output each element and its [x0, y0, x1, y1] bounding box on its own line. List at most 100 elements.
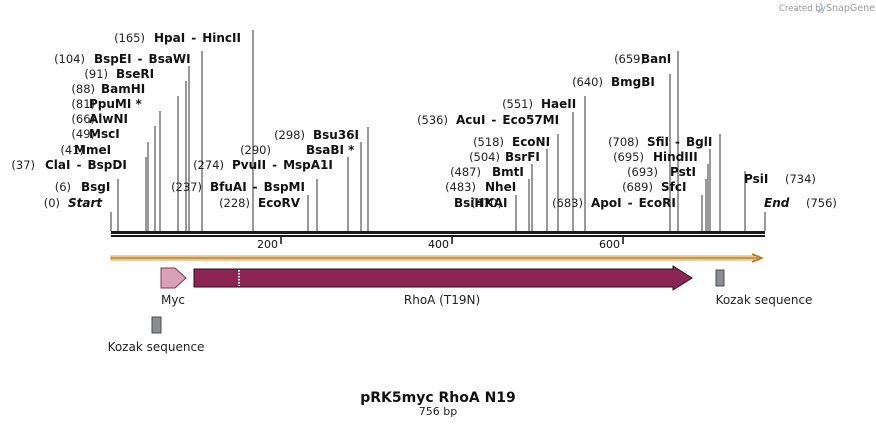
site-pos-clai: (37)	[11, 158, 35, 172]
map-title: pRK5myc RhoA N19	[360, 390, 516, 406]
site-label-haeii[interactable]: HaeII	[541, 97, 576, 111]
tick-label-400: 400	[428, 238, 449, 251]
site-label-bmti[interactable]: BmtI	[492, 165, 524, 179]
credit-brand: SnapGene	[826, 3, 875, 14]
site-pos-ppumi: (81)	[71, 97, 95, 111]
site-label-psti[interactable]: PstI	[670, 165, 696, 179]
site-dash-pvuii: -	[272, 158, 277, 172]
site-label-bani[interactable]: BanI	[641, 52, 671, 66]
rhoa-label: RhoA (T19N)	[404, 293, 480, 307]
site-label-bsabi[interactable]: BsaBI *	[306, 143, 355, 157]
site-label-bsihkai[interactable]: BsiHKAI	[454, 196, 508, 210]
site-pos-psii: (734)	[785, 172, 816, 186]
site-pos-alwni: (66)	[71, 112, 95, 126]
site-label-sfci[interactable]: SfcI	[661, 180, 686, 194]
site-label-mspa1i[interactable]: MspA1I	[283, 158, 333, 172]
site-label-hincii[interactable]: HincII	[202, 31, 241, 45]
kozak-right-feature[interactable]	[715, 269, 725, 287]
site-pos-bsihkai: (470)	[471, 196, 502, 210]
site-label-bsawi[interactable]: BsaWI	[149, 52, 191, 66]
site-pos-msci: (49)	[71, 127, 95, 141]
site-label-bspdi[interactable]: BspDI	[87, 158, 126, 172]
tick-label-600: 600	[599, 238, 620, 251]
site-pos-end: (756)	[806, 196, 837, 210]
ruler-ticks: 200 400 600	[257, 237, 624, 251]
site-label-bseri[interactable]: BseRI	[116, 67, 154, 81]
kozak-left-label: Kozak sequence	[108, 340, 205, 354]
site-dash-bfuai: -	[253, 180, 258, 194]
site-pos-bani: (659)	[614, 52, 645, 66]
site-label-hindiii[interactable]: HindIII	[653, 150, 698, 164]
site-label-eco57mi[interactable]: Eco57MI	[502, 113, 559, 127]
site-dash-clai: -	[76, 158, 81, 172]
site-label-alwni[interactable]: AlwNI	[89, 112, 128, 126]
site-dash-sfii: -	[675, 135, 680, 149]
site-label-apoi[interactable]: ApoI	[591, 196, 622, 210]
site-pos-bsu36i: (298)	[274, 128, 305, 142]
site-pos-bspei: (104)	[54, 52, 85, 66]
site-label-start[interactable]: Start	[68, 196, 103, 210]
site-pos-bfuai: (237)	[171, 180, 202, 194]
site-label-bfuai[interactable]: BfuAI	[210, 180, 247, 194]
sequence-backbone-top	[111, 231, 765, 234]
myc-feature[interactable]	[160, 267, 187, 289]
site-pos-bsgi: (6)	[55, 180, 71, 194]
site-label-psii[interactable]: PsiI	[744, 172, 768, 186]
site-labels: (0) Start(6) BsgI(37) ClaI - BspDI(41)MmeI(49…	[11, 31, 837, 210]
site-pos-acui: (536)	[417, 113, 448, 127]
site-pos-hpai: (165)	[114, 31, 145, 45]
site-label-bmgbi[interactable]: BmgBI	[611, 75, 655, 89]
site-label-sfii[interactable]: SfiI	[647, 135, 669, 149]
site-pos-mmei: (41)	[60, 143, 84, 157]
site-pos-bamhi: (88)	[71, 82, 95, 96]
kozak-left-feature[interactable]	[151, 316, 162, 334]
site-label-bgli[interactable]: BglI	[686, 135, 712, 149]
site-label-ppumi[interactable]: PpuMI *	[89, 97, 143, 111]
myc-label: Myc	[161, 293, 185, 307]
site-pos-bmgbi: (640)	[572, 75, 603, 89]
site-pos-econi: (518)	[473, 135, 504, 149]
site-pos-haeii: (551)	[502, 97, 533, 111]
site-pos-nhei: (483)	[445, 180, 476, 194]
site-pos-sfci: (689)	[622, 180, 653, 194]
site-label-hpai[interactable]: HpaI	[154, 31, 185, 45]
site-label-nhei[interactable]: NheI	[485, 180, 516, 194]
site-pos-start: (0)	[44, 196, 60, 210]
site-pos-psti: (693)	[627, 165, 658, 179]
rhoa-feature[interactable]	[193, 265, 693, 291]
site-pos-sfii: (708)	[608, 135, 639, 149]
site-label-acui[interactable]: AcuI	[456, 113, 485, 127]
site-label-bspmi[interactable]: BspMI	[264, 180, 305, 194]
site-label-end[interactable]: End	[764, 196, 790, 210]
sequence-backbone-bottom	[111, 235, 765, 237]
credit-text: Created by	[779, 4, 826, 14]
tick-label-200: 200	[257, 238, 278, 251]
site-pos-apoi: (683)	[552, 196, 583, 210]
site-label-clai[interactable]: ClaI	[45, 158, 70, 172]
site-label-bamhi[interactable]: BamHI	[101, 82, 145, 96]
site-pos-hindiii: (695)	[613, 150, 644, 164]
site-dash-apoi: -	[628, 196, 633, 210]
orf-arrowhead-icon	[751, 253, 765, 263]
site-label-ecorv[interactable]: EcoRV	[258, 196, 301, 210]
site-pos-pvuii: (274)	[193, 158, 224, 172]
site-label-bsgi[interactable]: BsgI	[81, 180, 110, 194]
site-dash-bspei: -	[138, 52, 143, 66]
kozak-right-label: Kozak sequence	[716, 293, 813, 307]
site-label-bsu36i[interactable]: Bsu36I	[313, 128, 359, 142]
snapgene-logo-icon	[817, 2, 823, 13]
feature-track: Myc RhoA (T19N) Kozak sequence Kozak sequen…	[108, 253, 813, 354]
site-lines	[110, 30, 766, 231]
site-label-msci[interactable]: MscI	[89, 127, 120, 141]
site-label-econi[interactable]: EcoNI	[512, 135, 550, 149]
site-label-mmei[interactable]: MmeI	[74, 143, 111, 157]
site-label-bspei[interactable]: BspEI	[94, 52, 132, 66]
site-dash-acui: -	[491, 113, 496, 127]
site-label-ecori[interactable]: EcoRI	[639, 196, 676, 210]
site-pos-ecorv: (228)	[219, 196, 250, 210]
site-label-bsrfi[interactable]: BsrFI	[505, 150, 540, 164]
site-label-pvuii[interactable]: PvuII	[232, 158, 266, 172]
site-pos-bsrfi: (504)	[469, 150, 500, 164]
site-dash-hpai: -	[191, 31, 196, 45]
